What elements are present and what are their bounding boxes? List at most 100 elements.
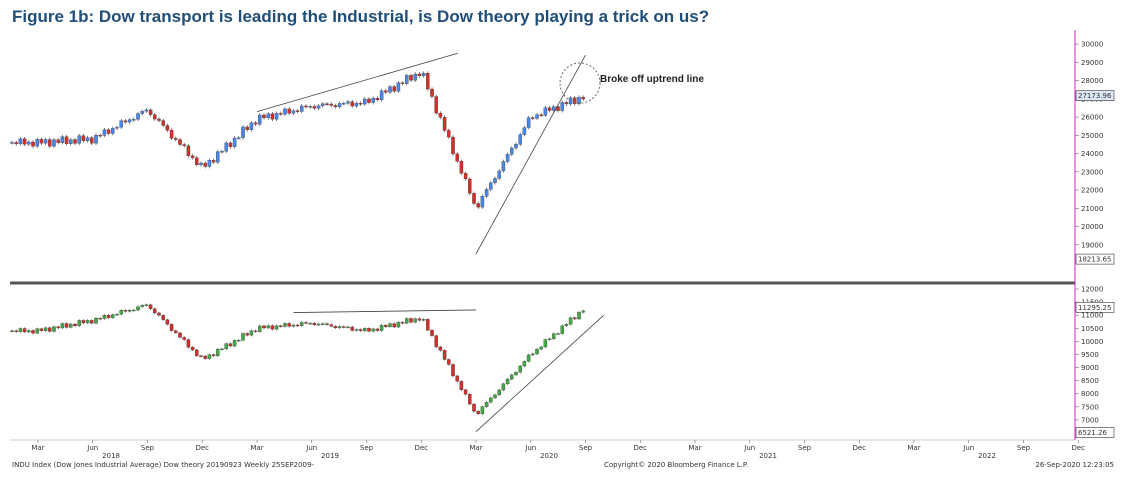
bottom-candle-body: [405, 318, 409, 324]
x-month-label: Mar: [250, 444, 263, 452]
top-candle-body: [405, 75, 409, 84]
top-candle-body: [144, 109, 149, 112]
bottom-candle-body: [241, 333, 245, 341]
top-candle-body: [115, 127, 119, 129]
bottom-candle-body: [468, 394, 472, 405]
top-candle-body: [291, 110, 296, 114]
bottom-candle-body: [552, 333, 556, 339]
bottom-candle-body: [56, 326, 60, 329]
bottom-candle-body: [266, 325, 270, 329]
top-candle-body: [325, 103, 329, 105]
top-candle-body: [489, 182, 493, 190]
bottom-candle-body: [144, 304, 149, 306]
top-candle-body: [539, 114, 543, 116]
x-month-label: Sep: [579, 444, 593, 452]
top-candle-body: [90, 137, 94, 144]
x-month-label: Mar: [31, 444, 44, 452]
top-candle-body: [270, 113, 275, 120]
bottom-candle-body: [190, 347, 195, 351]
bottom-candle-body: [442, 350, 447, 360]
x-axis: Mar Jun Sep Dec Mar Jun Sep Dec Mar Jun Sep Dec Mar J…: [31, 440, 1085, 460]
top-value-box: [1075, 90, 1115, 101]
top-ytick-label: 28000: [1081, 77, 1103, 85]
x-month-label: Mar: [907, 444, 920, 452]
bottom-candle-body: [283, 323, 287, 327]
bottom-candle-body: [547, 338, 552, 340]
top-candle-body: [56, 139, 60, 143]
top-ytick-label: 24000: [1081, 150, 1103, 158]
bottom-candle-body: [388, 323, 392, 327]
top-candle-body: [43, 139, 48, 144]
top-candle-body: [253, 122, 258, 125]
top-candle-body: [31, 141, 35, 147]
top-candle-body: [560, 102, 564, 111]
x-month-label: Jun: [962, 444, 974, 452]
bottom-candle-body: [489, 397, 493, 403]
bottom-ytick-label: 9000: [1081, 364, 1099, 372]
top-candle-body: [442, 117, 447, 131]
top-candle-body: [472, 193, 476, 204]
top-candle-body: [547, 107, 552, 111]
top-candle-body: [81, 135, 86, 141]
top-candle-body: [102, 129, 107, 136]
top-candle-body: [85, 137, 90, 141]
top-candle-body: [106, 129, 111, 134]
top-candle-body: [417, 73, 422, 77]
bottom-candle-body: [224, 343, 228, 350]
bottom-ytick-label: 10500: [1081, 325, 1103, 333]
bottom-candle-body: [274, 325, 279, 330]
bottom-candle-body: [430, 329, 434, 336]
top-candle-body: [321, 103, 325, 106]
bottom-candle-body: [346, 326, 350, 329]
bottom-candle-body: [463, 389, 468, 395]
top-candle-body: [526, 117, 531, 128]
bottom-candle-body: [245, 333, 249, 336]
bottom-candle-body: [123, 310, 128, 312]
top-candle-body: [392, 86, 396, 92]
top-candle-body: [426, 73, 430, 90]
bottom-candle-body: [329, 324, 333, 327]
footer-left: INDU Index (Dow Jones Industrial Average…: [12, 461, 314, 469]
bottom-candle-body: [81, 320, 86, 324]
top-candle-body: [421, 73, 426, 77]
bottom-candle-body: [358, 329, 363, 331]
top-candle-body: [379, 90, 384, 101]
bottom-candle-body: [493, 394, 497, 399]
bottom-candle-body: [161, 315, 165, 320]
bottom-candle-body: [136, 306, 140, 311]
top-candle-body: [186, 145, 191, 156]
bottom-candle-body: [22, 328, 27, 333]
bottom-candle-body: [472, 403, 476, 412]
bottom-candle-body: [186, 339, 191, 348]
bottom-candle-body: [43, 327, 48, 331]
top-candle-body: [484, 189, 489, 197]
top-candle-body: [262, 114, 266, 119]
top-ytick-label: 29000: [1081, 59, 1103, 67]
top-candle-body: [228, 142, 233, 147]
bottom-value-label: 6521.26: [1078, 429, 1107, 437]
bottom-candle-body: [560, 325, 564, 334]
bottom-candle-body: [115, 314, 119, 316]
top-candle-body: [161, 120, 165, 126]
bottom-candle-body: [384, 325, 388, 327]
chart-title: Figure 1b: Dow transport is leading the …: [12, 7, 710, 26]
bottom-candle-body: [169, 324, 174, 331]
bottom-candle-body: [539, 346, 543, 350]
bottom-candle-body: [375, 328, 380, 331]
bottom-candle-body: [543, 339, 548, 348]
top-candle-body: [577, 97, 581, 104]
bottom-ytick-label: 7000: [1081, 416, 1099, 424]
bottom-candle-body: [258, 325, 262, 332]
bottom-candle-body: [111, 314, 115, 318]
bottom-candle-body: [127, 309, 132, 312]
top-ytick-label: 19000: [1081, 241, 1103, 249]
top-candle-body: [388, 86, 392, 93]
top-candle-body: [333, 105, 338, 108]
top-candle-body: [157, 118, 161, 121]
bottom-candle-body: [514, 372, 518, 376]
bottom-ytick-label: 8500: [1081, 377, 1099, 385]
bottom-candle-body: [367, 328, 371, 332]
bottom-candle-body: [18, 328, 23, 332]
top-candle-body: [178, 139, 182, 145]
top-candle-body: [27, 141, 31, 145]
